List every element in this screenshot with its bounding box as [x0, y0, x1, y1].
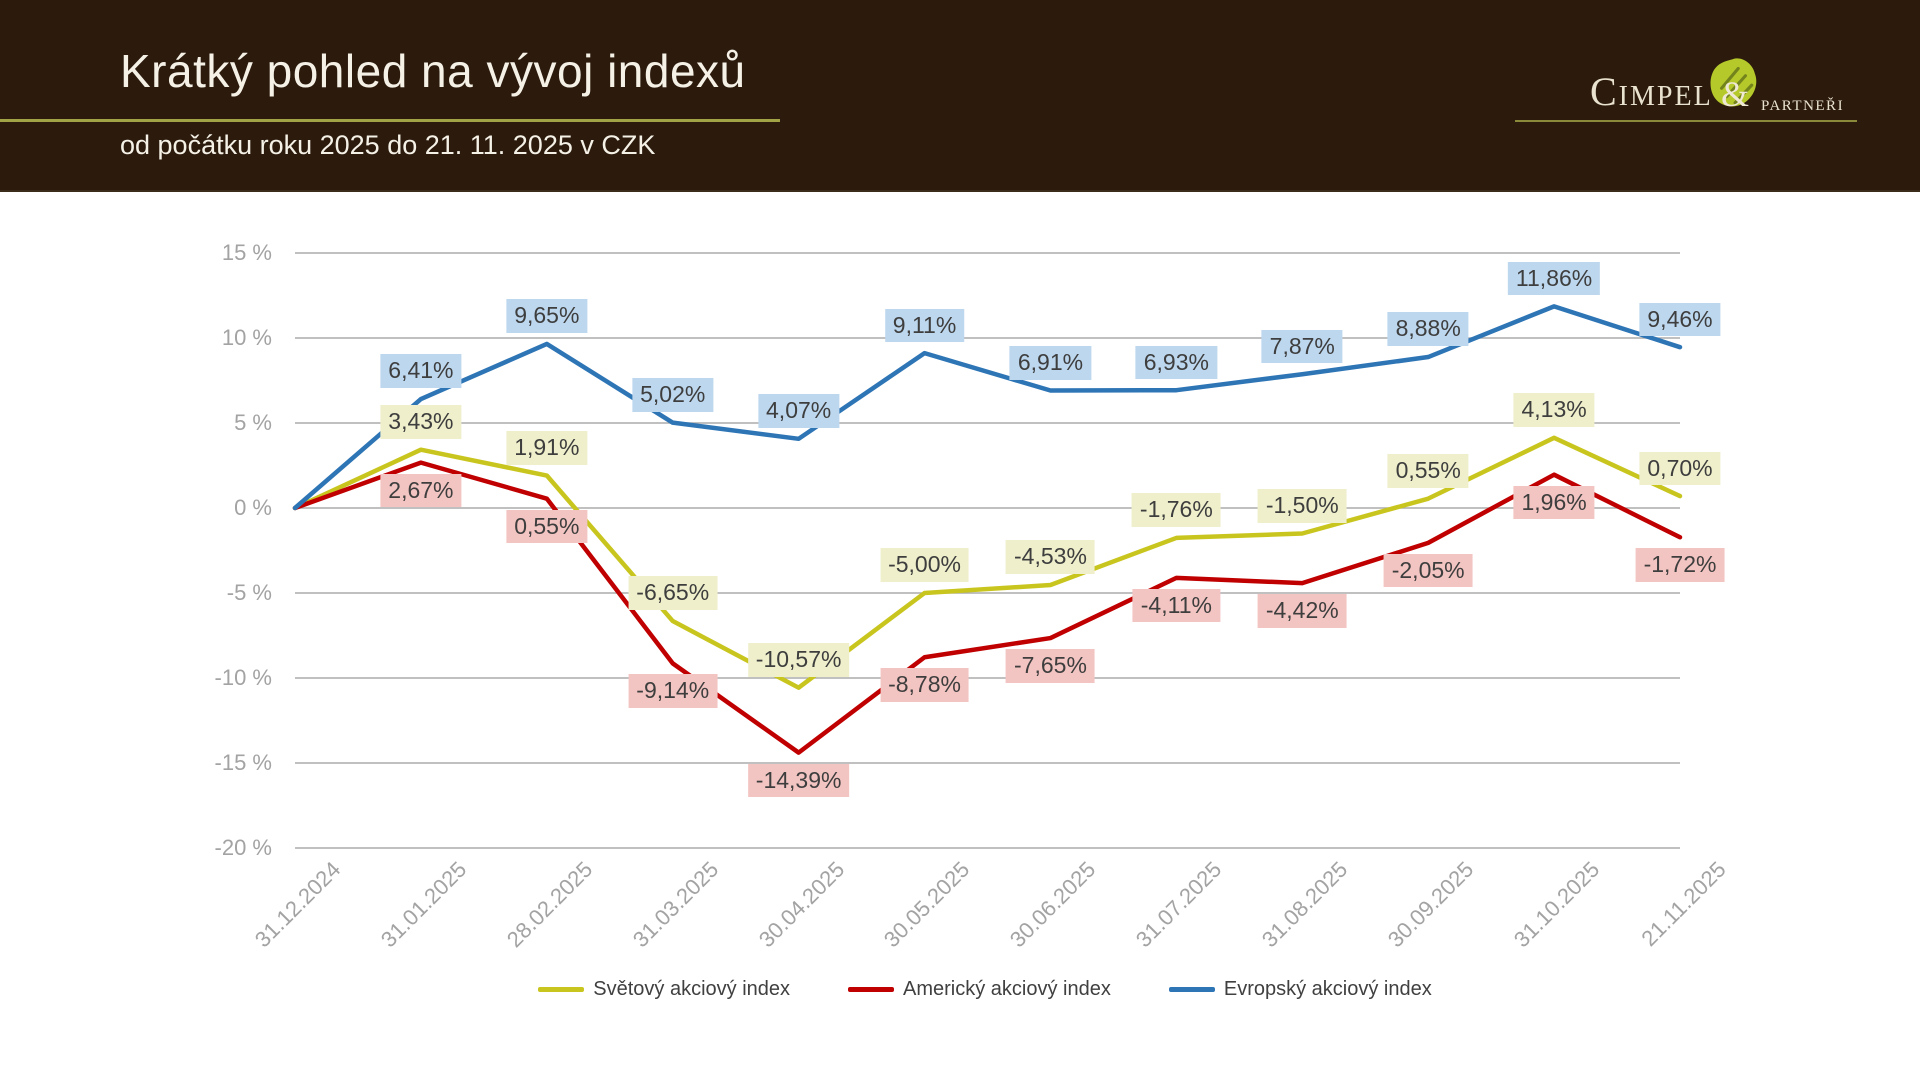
data-point-label: -1,50% [1257, 488, 1347, 523]
y-axis-tick-label: 5 % [234, 410, 272, 435]
legend-item: Americký akciový index [848, 978, 1111, 1001]
data-point-label: 0,55% [1387, 454, 1469, 488]
page-title: Krátký pohled na vývoj indexů [120, 45, 746, 97]
data-point-label: 0,55% [506, 509, 588, 544]
data-point-label: -8,78% [880, 668, 969, 702]
logo-underline-accent [1515, 120, 1857, 122]
y-axis-tick-label: 15 % [221, 240, 272, 265]
legend-item: Světový akciový index [538, 978, 790, 1001]
legend-swatch [538, 987, 585, 992]
legend-item: Evropský akciový index [1168, 978, 1432, 1001]
leaf-icon [1707, 56, 1759, 108]
data-point-label: 4,07% [758, 394, 840, 428]
data-point-label: 9,46% [1639, 302, 1721, 337]
legend-label: Evropský akciový index [1223, 978, 1432, 1000]
data-point-label: -1,76% [1131, 493, 1221, 527]
y-axis-tick-label: -5 % [226, 580, 272, 605]
title-underline-accent [0, 119, 780, 122]
y-axis-tick-label: -15 % [214, 750, 272, 775]
y-axis-tick-label: 0 % [234, 495, 272, 520]
data-point-label: 0,70% [1639, 451, 1721, 486]
y-axis-tick-label: -20 % [214, 835, 272, 860]
series-line [292, 304, 1683, 511]
data-point-label: 7,87% [1261, 329, 1343, 364]
data-point-label: -7,65% [1006, 649, 1095, 683]
data-point-label: -14,39% [747, 763, 850, 798]
data-point-label: 9,11% [884, 308, 965, 343]
data-point-label: 9,65% [506, 299, 588, 333]
data-point-label: 1,96% [1513, 485, 1595, 520]
data-point-label: 8,88% [1387, 312, 1469, 347]
data-point-label: 1,91% [506, 430, 588, 465]
logo-ampersand: & [1721, 74, 1750, 114]
header: Krátký pohled na vývoj indexů od počátku… [0, 0, 1920, 192]
data-point-label: 2,67% [380, 473, 462, 508]
data-point-label: 4,13% [1513, 393, 1595, 427]
data-point-label: -4,11% [1132, 588, 1220, 623]
legend-label: Americký akciový index [903, 978, 1111, 1000]
data-point-label: -5,00% [880, 548, 969, 582]
data-point-label: -6,65% [628, 576, 718, 611]
company-logo: Cimpel & partneři [1515, 50, 1860, 130]
legend-label: Světový akciový index [593, 978, 791, 1000]
data-point-label: -2,05% [1383, 553, 1473, 588]
y-axis-tick-label: -10 % [214, 665, 272, 690]
logo-name: Cimpel [1590, 69, 1713, 114]
data-point-label: -4,53% [1006, 540, 1095, 575]
chart-legend: Světový akciový index Americký akciový in… [0, 978, 1920, 1001]
legend-swatch [1168, 987, 1215, 992]
page-subtitle: od počátku roku 2025 do 21. 11. 2025 v C… [120, 130, 656, 160]
data-point-label: 3,43% [380, 405, 462, 439]
data-point-label: -10,57% [747, 643, 850, 677]
data-point-label: -9,14% [628, 674, 718, 708]
data-point-label: 11,86% [1507, 261, 1601, 296]
series-line [292, 460, 1683, 755]
logo-name-secondary: partneři [1761, 90, 1845, 115]
data-point-label: -4,42% [1257, 594, 1347, 628]
data-point-label: 6,93% [1135, 345, 1217, 380]
data-point-label: 6,41% [380, 354, 462, 389]
y-axis-tick-label: 10 % [221, 325, 272, 350]
series-line [292, 435, 1683, 690]
data-point-label: -1,72% [1635, 548, 1725, 582]
data-point-label: 5,02% [632, 378, 714, 412]
legend-swatch [848, 987, 895, 992]
data-point-label: 6,91% [1009, 345, 1092, 380]
